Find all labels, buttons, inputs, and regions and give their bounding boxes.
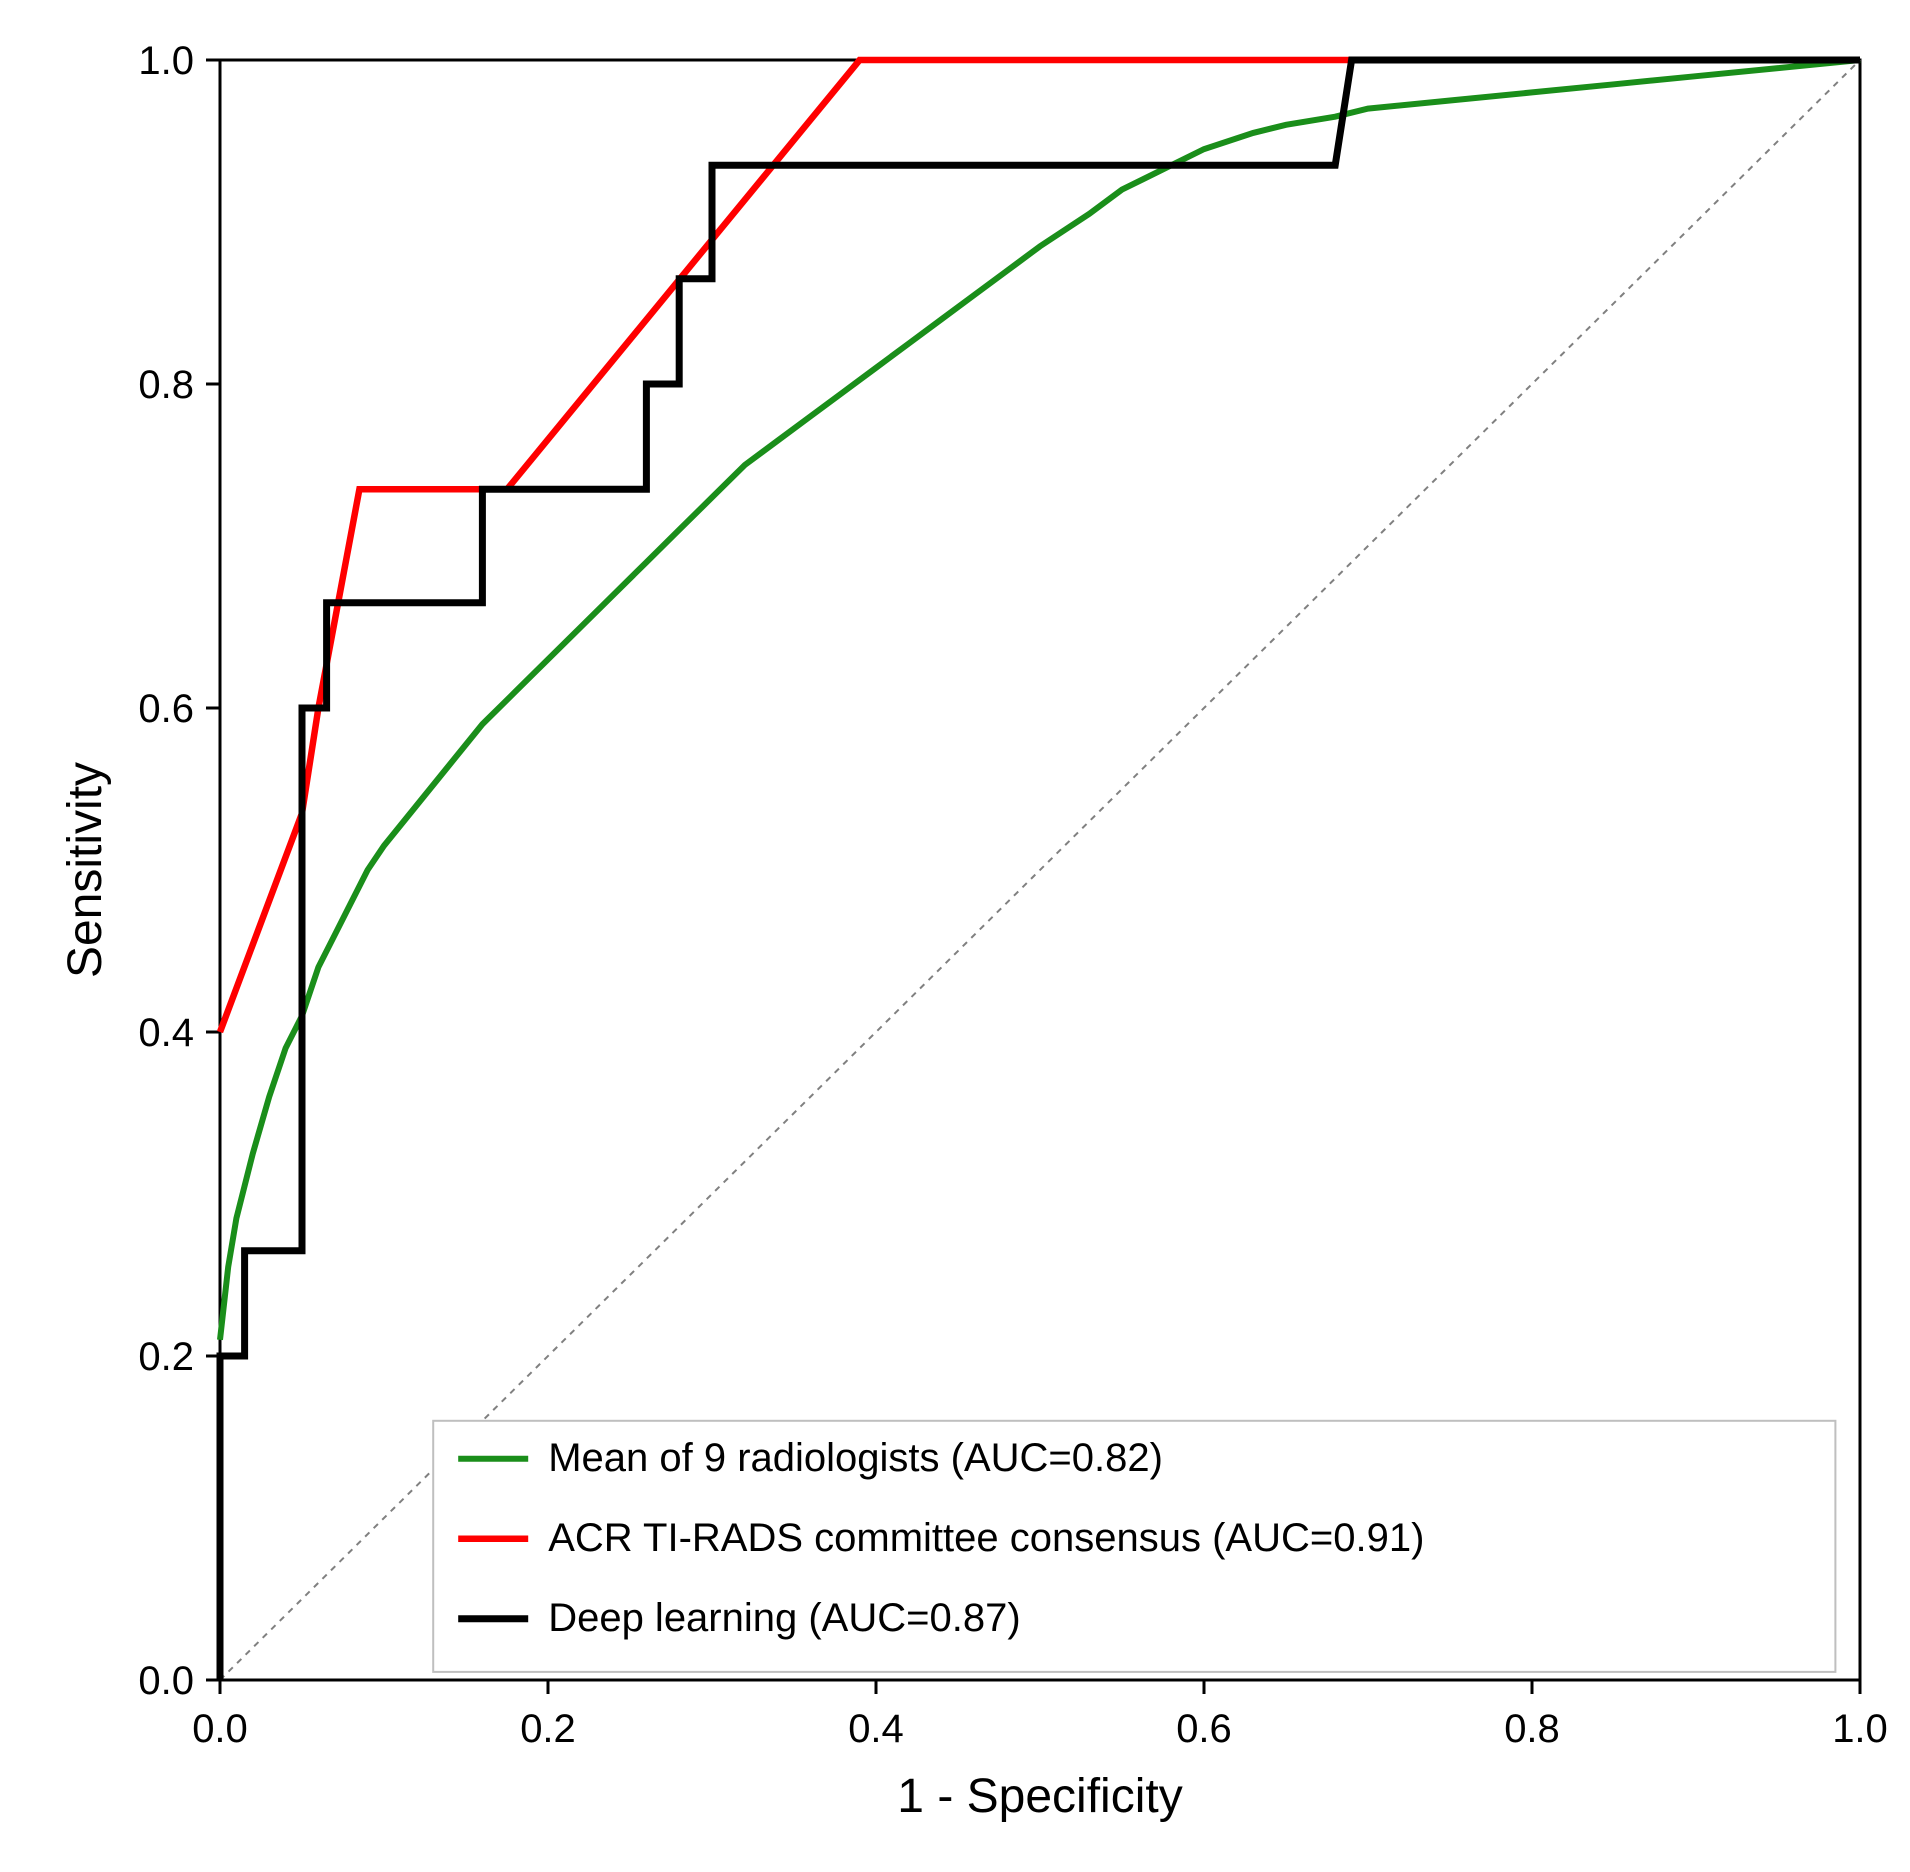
xtick-label: 1.0 — [1832, 1707, 1888, 1751]
chart-svg: 0.0 0.2 0.4 0.6 0.8 1.0 0.0 0.2 0.4 0.6 0.8 1.0 1 - … — [20, 20, 1910, 1847]
xtick-label: 0.8 — [1504, 1707, 1560, 1751]
xtick-label: 0.2 — [520, 1707, 576, 1751]
ytick-label: 1.0 — [138, 39, 194, 83]
xtick-label: 0.4 — [848, 1707, 904, 1751]
ytick-label: 0.6 — [138, 687, 194, 731]
ytick-label: 0.0 — [138, 1659, 194, 1703]
legend-label: Mean of 9 radiologists (AUC=0.82) — [548, 1436, 1163, 1480]
legend-label: ACR TI-RADS committee consensus (AUC=0.9… — [548, 1516, 1424, 1560]
ytick-label: 0.8 — [138, 363, 194, 407]
ytick-label: 0.4 — [138, 1011, 194, 1055]
ytick-label: 0.2 — [138, 1335, 194, 1379]
xtick-label: 0.6 — [1176, 1707, 1232, 1751]
roc-chart: 0.0 0.2 0.4 0.6 0.8 1.0 0.0 0.2 0.4 0.6 0.8 1.0 1 - … — [20, 20, 1910, 1847]
y-axis-label: Sensitivity — [59, 762, 112, 978]
x-axis-label: 1 - Specificity — [897, 1770, 1182, 1823]
xtick-label: 0.0 — [192, 1707, 248, 1751]
legend-label: Deep learning (AUC=0.87) — [548, 1596, 1020, 1640]
